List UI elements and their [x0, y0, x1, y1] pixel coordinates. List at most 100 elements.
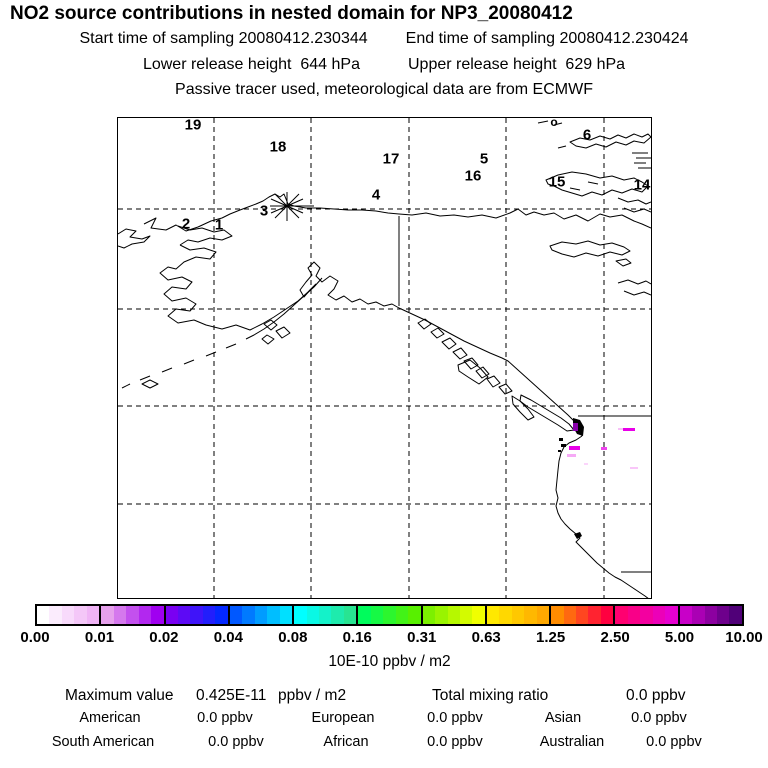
map-canvas — [118, 118, 651, 598]
colorbar-segment — [677, 606, 742, 624]
max-value-unit: ppbv / m2 — [278, 687, 347, 704]
start-time-text: Start time of sampling 20080412.230344 — [79, 30, 368, 47]
colorbar-shade — [395, 606, 409, 624]
colorbar-shade — [588, 606, 601, 624]
colorbar-shade — [343, 606, 357, 624]
colorbar-unit-label: 10E-10 ppbv / m2 — [328, 653, 451, 670]
colorbar-shade — [640, 606, 653, 624]
colorbar-tick-label: 10.00 — [725, 629, 763, 646]
colorbar-shade — [151, 606, 164, 624]
station-number: 1 — [214, 216, 224, 234]
colorbar-tick-label: 0.08 — [278, 629, 308, 646]
grid-lines — [118, 118, 651, 598]
colorbar-shade — [101, 606, 114, 624]
colorbar-shade — [486, 606, 500, 624]
colorbar-shade — [306, 606, 319, 624]
colorbar-tick-label: 0.16 — [342, 629, 372, 646]
colorbar-segment — [484, 606, 550, 624]
colorbar-segment — [613, 606, 678, 624]
colorbar-tick-label: 0.31 — [407, 629, 437, 646]
total-mixing-ratio-label: Total mixing ratio — [432, 687, 549, 704]
concentration-speck — [618, 428, 623, 430]
colorbar-shade — [652, 606, 666, 624]
end-time-text: End time of sampling 20080412.230424 — [405, 30, 689, 47]
colorbar-shade — [472, 606, 485, 624]
colorbar-shade — [459, 606, 473, 624]
colorbar-shade — [267, 606, 280, 624]
colorbar-shade — [49, 606, 62, 624]
region-label: American — [79, 710, 141, 726]
colorbar-shade — [422, 606, 436, 624]
map-panel: 19 18 17 5 16 15 14 6 o 4 3 2 1 — [117, 116, 652, 599]
region-label: South American — [51, 734, 155, 750]
colorbar-shade — [576, 606, 589, 624]
region-label: African — [323, 734, 369, 750]
colorbar-segment — [420, 606, 485, 624]
colorbar-segment — [356, 606, 421, 624]
colorbar-shade — [729, 606, 742, 624]
concentration-speck — [567, 454, 576, 457]
colorbar-shade — [331, 606, 344, 624]
colorbar-shade — [615, 606, 628, 624]
colorbar-shade — [242, 606, 255, 624]
colorbar-shade — [551, 606, 564, 624]
concentration-speck — [569, 446, 580, 450]
colorbar-shade — [383, 606, 396, 624]
colorbar-shade — [511, 606, 525, 624]
colorbar-shade — [74, 606, 87, 624]
colorbar-tick-label: 0.01 — [84, 629, 115, 646]
colorbar-segment — [37, 606, 100, 624]
colorbar-shade — [113, 606, 127, 624]
colorbar-shade — [563, 606, 577, 624]
colorbar-ticks: 0.00 0.01 0.02 0.04 0.08 0.16 0.31 0.63 1.25 2.50… — [20, 629, 762, 647]
colorbar-shade — [524, 606, 537, 624]
page-title: NO2 source contributions in nested domai… — [10, 3, 573, 24]
colorbar-tick-label: 0.00 — [20, 629, 50, 646]
total-mixing-ratio-value: 0.0 ppbv — [626, 687, 686, 704]
tracer-text: Passive tracer used, meteorological data… — [175, 81, 593, 98]
region-value: 0.0 ppbv — [427, 734, 483, 750]
colorbar-shade — [229, 606, 243, 624]
colorbar-shade — [215, 606, 228, 624]
station-number: 17 — [382, 150, 400, 168]
release-star-marker — [270, 192, 314, 221]
region-value: 0.0 ppbv — [197, 710, 253, 726]
colorbar-shade — [86, 606, 100, 624]
station-number: 4 — [371, 186, 381, 204]
colorbar-shade — [165, 606, 178, 624]
concentration-speck — [573, 423, 578, 431]
tracer-info-row: Passive tracer used, meteorological data… — [0, 81, 768, 99]
concentration-speck — [584, 463, 588, 465]
colorbar-shade — [447, 606, 460, 624]
colorbar-shade — [202, 606, 216, 624]
concentration-speck — [623, 428, 635, 431]
colorbar-shade — [435, 606, 448, 624]
colorbar-shade — [358, 606, 371, 624]
station-number: 18 — [269, 138, 287, 156]
colorbar — [35, 604, 744, 626]
lower-release-text: Lower release height 644 hPa — [142, 56, 360, 73]
colorbar-shade — [37, 606, 50, 624]
colorbar-segment — [549, 606, 614, 624]
region-label: Asian — [544, 710, 582, 726]
colorbar-shade — [665, 606, 678, 624]
upper-release-text: Upper release height 629 hPa — [408, 56, 626, 73]
region-label: Australian — [539, 734, 605, 750]
colorbar-tick-label: 0.63 — [471, 629, 501, 646]
colorbar-tick-label: 5.00 — [664, 629, 695, 646]
station-number: 15 — [548, 173, 566, 191]
region-value: 0.0 ppbv — [631, 710, 687, 726]
colorbar-shade — [61, 606, 75, 624]
station-number: 19 — [184, 116, 202, 134]
colorbar-shade — [679, 606, 693, 624]
concentration-speck — [601, 447, 607, 450]
colorbar-shade — [254, 606, 268, 624]
colorbar-shade — [692, 606, 705, 624]
sampling-times-row: Start time of sampling 20080412.230344 E… — [0, 30, 768, 48]
colorbar-shade — [177, 606, 191, 624]
max-value-label: Maximum value — [65, 687, 174, 704]
colorbar-segment — [99, 606, 164, 624]
station-number: 16 — [464, 167, 482, 185]
colorbar-shade — [717, 606, 730, 624]
